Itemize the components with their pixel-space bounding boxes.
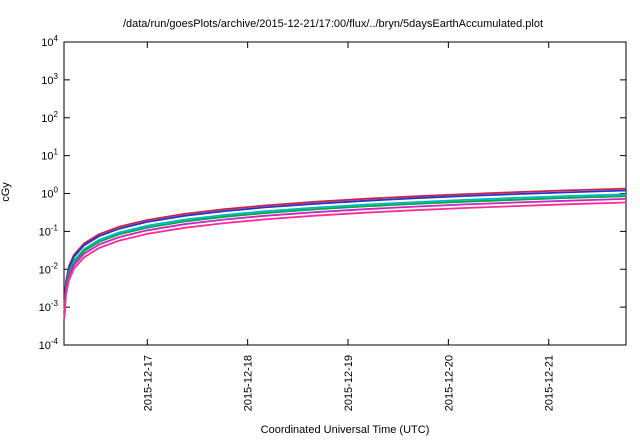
y-tick-label: 102 — [41, 110, 58, 125]
x-tick-label: 2015-12-17 — [142, 355, 154, 411]
x-tick-label: 2015-12-21 — [544, 355, 556, 411]
series-line-6 — [63, 201, 627, 319]
y-tick-label: 100 — [41, 186, 58, 201]
series-line-2 — [63, 189, 627, 306]
series-line-4 — [63, 195, 627, 311]
plot-title: /data/run/goesPlots/archive/2015-12-21/1… — [122, 18, 544, 30]
x-tick-label: 2015-12-19 — [343, 355, 355, 411]
y-axis-label: cGy — [0, 182, 12, 202]
y-tick-label: 103 — [41, 72, 58, 87]
y-tick-label: 10-1 — [39, 223, 59, 238]
x-tick-label: 2015-12-20 — [443, 355, 455, 411]
y-tick-label: 10-3 — [39, 299, 59, 314]
y-tick-label: 10-4 — [39, 337, 59, 352]
x-tick-label: 2015-12-18 — [243, 355, 255, 411]
y-tick-label: 10-2 — [39, 261, 59, 276]
x-axis-label: Coordinated Universal Time (UTC) — [260, 424, 430, 436]
y-tick-label: 104 — [41, 34, 58, 49]
y-tick-label: 101 — [41, 148, 58, 163]
series-line-5 — [63, 198, 627, 316]
series-line-3 — [63, 193, 627, 311]
